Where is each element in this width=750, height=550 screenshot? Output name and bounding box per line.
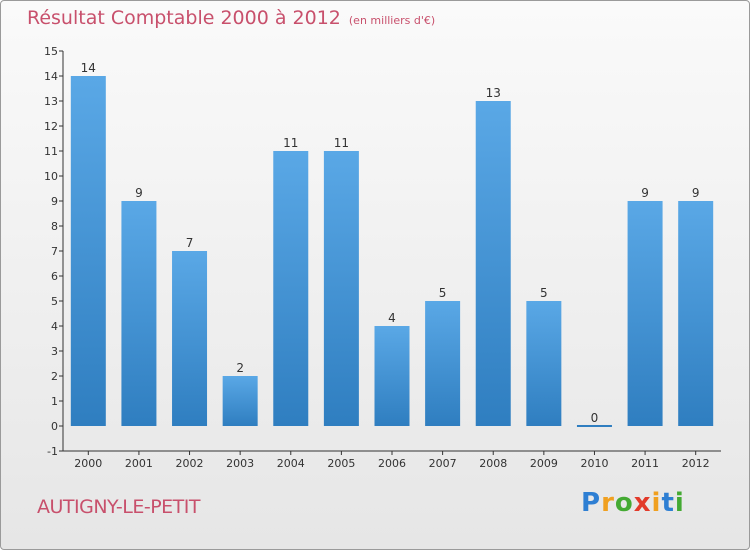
x-tick-label-2004: 2004 — [277, 457, 305, 470]
logo-letter: i — [651, 488, 662, 518]
y-tick-label: 12 — [44, 120, 58, 133]
bar-2011 — [627, 201, 663, 426]
value-label-2012: 9 — [692, 186, 700, 200]
bar-2005 — [323, 151, 359, 426]
bar-2009 — [526, 301, 562, 426]
logo-letter: i — [674, 488, 685, 518]
y-tick-label: 4 — [51, 320, 58, 333]
bar-2008 — [475, 101, 511, 426]
y-tick-label: 7 — [51, 245, 58, 258]
x-tick-label-2006: 2006 — [378, 457, 406, 470]
logo-letter: P — [581, 488, 602, 518]
value-label-2000: 14 — [81, 61, 96, 75]
y-tick-label: 11 — [44, 145, 58, 158]
bar-2012 — [678, 201, 714, 426]
x-tick-label-2007: 2007 — [429, 457, 457, 470]
y-tick-label: 9 — [51, 195, 58, 208]
x-tick-label-2001: 2001 — [125, 457, 153, 470]
logo-letter: r — [601, 488, 615, 518]
value-label-2002: 7 — [186, 236, 194, 250]
bar-2010 — [576, 425, 612, 427]
y-tick-label: 8 — [51, 220, 58, 233]
x-tick-label-2003: 2003 — [226, 457, 254, 470]
value-label-2004: 11 — [283, 136, 298, 150]
bar-2004 — [273, 151, 309, 426]
x-tick-label-2012: 2012 — [682, 457, 710, 470]
x-tick-label-2000: 2000 — [74, 457, 102, 470]
value-label-2009: 5 — [540, 286, 548, 300]
x-tick-label-2008: 2008 — [479, 457, 507, 470]
x-tick-label-2010: 2010 — [580, 457, 608, 470]
logo-letter: x — [633, 488, 652, 518]
y-tick-label: 15 — [44, 45, 58, 58]
y-tick-label: 2 — [51, 370, 58, 383]
y-tick-label: 14 — [44, 70, 58, 83]
value-label-2001: 9 — [135, 186, 143, 200]
y-tick-label: 5 — [51, 295, 58, 308]
bar-2000 — [70, 76, 106, 426]
y-tick-label: 0 — [51, 420, 58, 433]
value-label-2007: 5 — [439, 286, 447, 300]
y-tick-label: 3 — [51, 345, 58, 358]
chart-unit-label: (en milliers d'€) — [348, 14, 436, 27]
x-tick-label-2002: 2002 — [176, 457, 204, 470]
logo-letter: o — [614, 488, 634, 518]
chart-title-text: Résultat Comptable 2000 à 2012 — [27, 7, 341, 29]
logo-letter: t — [661, 488, 675, 518]
bar-2006 — [374, 326, 410, 426]
x-tick-label-2009: 2009 — [530, 457, 558, 470]
proxiti-logo: Proxiti — [581, 488, 685, 518]
chart-title: Résultat Comptable 2000 à 2012 (en millie… — [27, 7, 435, 29]
value-label-2006: 4 — [388, 311, 396, 325]
y-tick-label: 13 — [44, 95, 58, 108]
x-tick-label-2011: 2011 — [631, 457, 659, 470]
bar-2002 — [172, 251, 208, 426]
y-tick-label: 1 — [51, 395, 58, 408]
value-label-2011: 9 — [641, 186, 649, 200]
value-label-2010: 0 — [591, 411, 599, 425]
value-label-2008: 13 — [486, 86, 501, 100]
y-tick-label: 6 — [51, 270, 58, 283]
value-label-2005: 11 — [334, 136, 349, 150]
y-tick-label: 10 — [44, 170, 58, 183]
bar-2007 — [425, 301, 461, 426]
location-name: AUTIGNY-LE-PETIT — [37, 496, 200, 518]
bar-2003 — [222, 376, 258, 426]
x-tick-label-2005: 2005 — [327, 457, 355, 470]
y-tick-label: -1 — [47, 445, 58, 458]
value-label-2003: 2 — [236, 361, 244, 375]
bar-2001 — [121, 201, 157, 426]
